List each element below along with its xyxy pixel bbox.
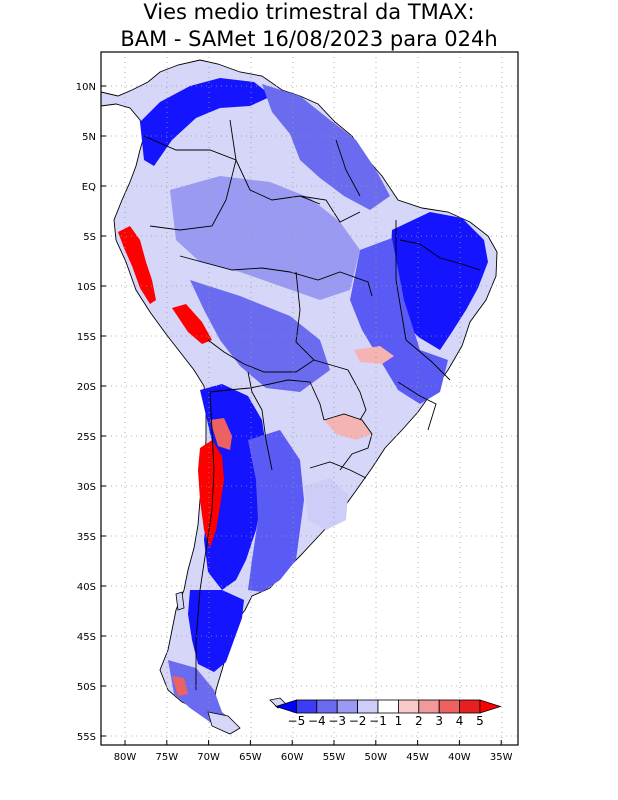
peru-andes-warm-bias — [172, 304, 212, 344]
lat-label: 50S — [77, 682, 96, 693]
colorbar: −5 −4 −3 −2 −1 1 2 3 4 5 — [274, 699, 502, 728]
lon-label: 50W — [364, 752, 387, 763]
colorbar-label: 2 — [415, 714, 423, 728]
lat-label: 45S — [77, 632, 96, 643]
lat-label: EQ — [82, 182, 96, 193]
lon-label: 55W — [323, 752, 346, 763]
colorbar-bin — [418, 699, 440, 714]
chile-north-warm-bias — [210, 418, 232, 450]
lat-label: 35S — [77, 532, 96, 543]
border-line — [399, 239, 481, 271]
lat-label: 10S — [77, 282, 96, 293]
border-line — [397, 381, 437, 431]
lon-label: 80W — [114, 752, 137, 763]
argentina-cold-bias — [248, 430, 304, 592]
colorbar-bin — [438, 699, 461, 714]
colorbar-bin — [316, 699, 338, 714]
lon-label: 35W — [490, 752, 513, 763]
paraguay-warm-bias — [324, 414, 372, 440]
amazon-moderate-cold-bias — [170, 176, 360, 300]
colorbar-bin — [357, 699, 379, 714]
colorbar-bin — [336, 699, 359, 714]
lat-label: 30S — [77, 482, 96, 493]
lat-label: 55S — [77, 732, 96, 743]
map-title-line-1: Vies medio trimestral da TMAX: — [143, 0, 475, 24]
uruguay-light-bias — [304, 478, 348, 530]
peru-coast-warm-bias — [118, 226, 156, 304]
lon-label: 60W — [281, 752, 304, 763]
border-line — [299, 195, 361, 223]
plot-frame — [100, 51, 519, 746]
guiana-cold-bias — [262, 84, 390, 210]
border-line — [179, 255, 373, 297]
border-line — [395, 220, 451, 381]
northeast-strong-cold-bias — [390, 212, 488, 350]
country-borders — [143, 119, 481, 690]
border-line — [207, 339, 315, 373]
patagonia-south-cold-bias — [168, 660, 236, 728]
lon-label: 40W — [448, 752, 471, 763]
lat-label: 15S — [77, 332, 96, 343]
border-line — [149, 119, 237, 231]
colorbar-over-arrow — [479, 699, 502, 714]
pantanal-warm-bias — [354, 346, 394, 364]
patagonia-warm-spot — [172, 676, 188, 696]
chile-central-warm-bias — [198, 440, 224, 548]
colorbar-bin — [397, 699, 420, 714]
lon-label: 75W — [155, 752, 178, 763]
central-cold-bias — [190, 280, 330, 392]
northeast-moderate-cold-bias — [350, 238, 448, 404]
patagonia-strong-cold-bias — [188, 590, 244, 672]
lat-label: 10N — [76, 82, 96, 93]
border-line — [309, 461, 367, 479]
border-line — [143, 135, 321, 205]
border-line — [195, 391, 215, 690]
border-line — [335, 139, 361, 197]
lon-label: 70W — [197, 752, 220, 763]
colorbar-label: 1 — [395, 714, 403, 728]
latitude-axis: 10N 5N EQ 5S 10S 15S 20S 25S 30S 35S 40S 45S 50S 55S — [76, 82, 106, 743]
border-line — [323, 413, 373, 471]
border-line — [247, 371, 273, 471]
islands — [175, 591, 287, 735]
colorbar-label: −5 — [288, 714, 306, 728]
colorbar-bin — [377, 699, 399, 714]
border-line — [209, 379, 325, 421]
lat-label: 5N — [82, 132, 96, 143]
longitude-axis: 80W 75W 70W 65W 60W 55W 50W 45W 40W 35W — [114, 740, 513, 763]
colorbar-bin — [459, 699, 481, 714]
colorbar-bin — [295, 699, 318, 714]
lon-label: 65W — [239, 752, 262, 763]
lat-label: 5S — [83, 232, 96, 243]
lon-label: 45W — [406, 752, 429, 763]
lat-label: 40S — [77, 582, 96, 593]
colorbar-label: 3 — [435, 714, 443, 728]
lat-label: 25S — [77, 432, 96, 443]
tierra-del-fuego — [207, 711, 241, 735]
chiloe-island — [175, 591, 185, 611]
lat-lon-grid — [101, 52, 518, 745]
border-line — [295, 271, 367, 421]
colorbar-label: −1 — [369, 714, 387, 728]
colorbar-label: −3 — [328, 714, 346, 728]
bias-field — [118, 78, 488, 728]
colorbar-label: −4 — [308, 714, 326, 728]
colorbar-label: 4 — [456, 714, 464, 728]
colorbar-label: 5 — [476, 714, 484, 728]
map-title-line-2: BAM - SAMet 16/08/2023 para 024h — [120, 27, 498, 51]
lat-label: 20S — [77, 382, 96, 393]
colombia-coast-cold-bias — [140, 78, 272, 166]
colorbar-label: −2 — [349, 714, 367, 728]
